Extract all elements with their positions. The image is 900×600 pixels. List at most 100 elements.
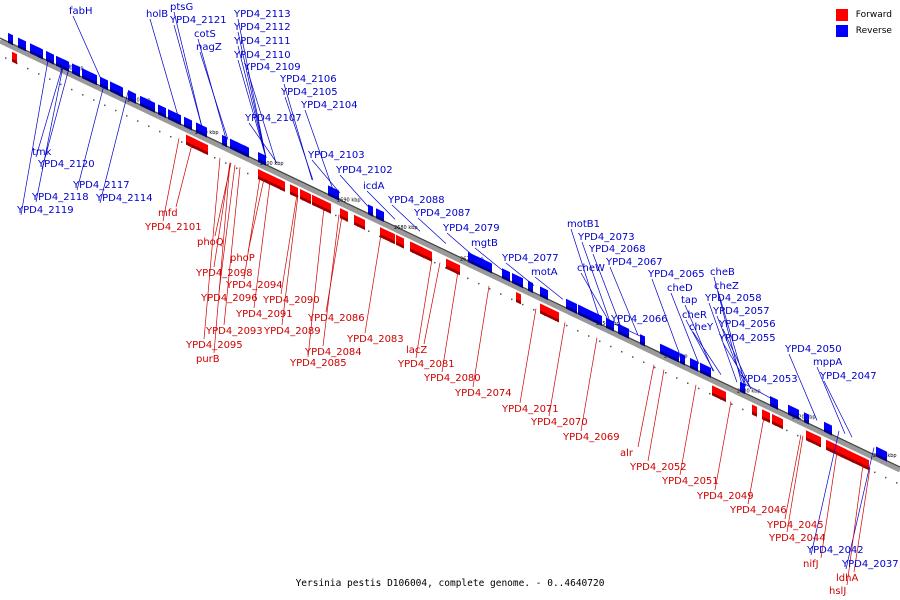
forward-gene-arrow [540,303,548,318]
reverse-gene-arrow [150,100,155,113]
gene-label-ypd4-2083: YPD4_2083 [346,334,404,345]
leader-ypd4-2083 [364,234,382,334]
gene-label-cots: cotS [194,29,216,40]
reverse-gene-arrow [8,32,13,46]
reverse-gene-arrow [184,116,192,131]
leader-chey [692,331,722,375]
track-dot [643,361,645,363]
leader-ypd4-2045 [784,434,802,520]
gene-label-phoq: phoQ [197,237,224,248]
gene-label-ypd4-2065: YPD4_2065 [647,269,705,280]
leader-ypd4-2110 [237,59,267,158]
reverse-gene-arrow [740,381,745,395]
forward-gene-arrow [354,214,365,230]
track-dot [731,403,733,405]
leader-ypd4-2093 [223,167,241,326]
label-leaders [20,11,875,586]
gene-label-ypd4-2110: YPD4_2110 [233,50,291,61]
leader-nagz [199,51,229,140]
gene-label-ypd4-2109: YPD4_2109 [243,62,301,73]
gene-label-ypd4-2068: YPD4_2068 [588,244,646,255]
gene-label-chez: cheZ [714,281,739,292]
reverse-gene-arrow [82,68,93,84]
reverse-gene-arrow [468,252,479,268]
legend-swatch-forward [835,9,848,21]
leader-ypd4-2111 [237,45,267,158]
forward-gene-arrow [326,201,331,214]
gene-label-mppa: mppA [813,357,842,368]
forward-gene-arrow [290,184,298,199]
leader-mfd [175,144,193,208]
gene-label-ypd4-2053: YPD4_2053 [740,374,798,385]
leader-ypd4-2057 [716,315,746,387]
gene-label-fabh: fabH [69,6,93,17]
reverse-gene-arrow [128,90,136,104]
forward-gene-arrow [852,452,866,469]
gene-label-holb: holB [146,9,168,20]
leader-ypd4-2046 [747,417,765,505]
reverse-gene-arrow [64,59,69,72]
gene-label-ypd4-2104: YPD4_2104 [300,100,358,111]
leader-ypd4-2056 [722,328,752,390]
legend-label-forward: Forward [855,10,892,20]
gene-label-chey: cheY [689,322,714,333]
forward-gene-arrow [828,440,852,463]
track-dot [621,351,623,353]
leader-ypd4-2119 [20,54,50,216]
gene-label-ypd4-2086: YPD4_2086 [307,313,365,324]
tick-label-2620-kbp: 2620 kbp [792,415,816,421]
leader-ypd4-2103 [311,159,341,194]
leader-ypd4-2095 [203,157,221,340]
gene-label-cheb: cheB [710,267,735,278]
track-dot [93,99,95,101]
gene-label-ypd4-2067: YPD4_2067 [605,257,663,268]
leader-mota [534,276,564,300]
forward-gene-arrow [516,291,521,305]
track-dot [181,141,183,143]
reverse-gene-arrow [668,347,679,363]
gene-label-ypd4-2066: YPD4_2066 [610,314,668,325]
track-dot [71,88,73,91]
track-dot [489,288,491,290]
leader-ypd4-2074 [472,286,490,388]
forward-gene-arrow [12,51,17,65]
leader-chez [717,290,747,387]
leader-ypd4-2117 [76,80,106,191]
track-dot [335,214,337,217]
leader-ypd4-2121 [173,24,203,128]
forward-gene-arrow [548,307,559,323]
legend-item-reverse: Reverse [835,23,892,39]
gene-label-ypd4-2101: YPD4_2101 [144,222,202,233]
gene-label-ypd4-2112: YPD4_2112 [233,22,291,33]
gene-label-mgtb: mgtB [471,238,498,249]
gene-label-ypd4-2098: YPD4_2098 [195,268,253,279]
gene-label-ldha: ldhA [836,573,858,584]
gene-label-ypd4-2107: YPD4_2107 [244,113,302,124]
track-dot [82,94,84,96]
leader-ypd4-2050 [788,353,818,421]
reverse-gene-arrow [690,357,698,372]
leader-ypd4-2068 [592,253,622,328]
track-dot [478,282,480,285]
reverse-gene-arrow [876,446,887,462]
gene-label-ypd4-2070: YPD4_2070 [530,417,588,428]
gene-label-ypd4-2079: YPD4_2079 [442,223,500,234]
reverse-gene-arrow [38,47,43,60]
track-dot [577,330,579,332]
track-dot [60,83,62,86]
forward-gene-arrow [396,234,404,249]
track-dot [170,136,172,138]
gene-label-ypd4-2052: YPD4_2052 [629,462,687,473]
gene-label-ypd4-2037: YPD4_2037 [841,559,899,570]
track-dot [148,125,150,128]
leader-ypd4-2104 [304,109,334,190]
gene-label-ypd4-2090: YPD4_2090 [262,295,320,306]
forward-gene-arrow [752,404,757,417]
reverse-gene-arrow [502,268,510,283]
leader-holb [149,18,179,116]
gene-label-icda: icdA [363,181,385,192]
leader-ypd4-2058 [708,302,738,383]
leader-tmk [35,61,65,158]
leader-ypd4-2105 [284,96,314,181]
reverse-gene-arrow [258,151,266,166]
